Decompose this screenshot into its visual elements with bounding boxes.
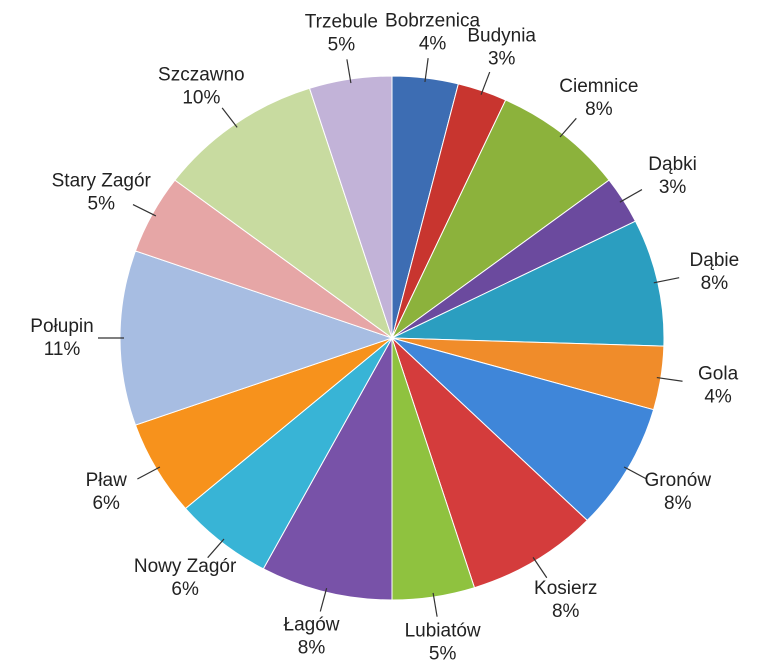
category-label: Dąbki [648,154,697,175]
leader-line [619,189,643,203]
category-label: Trzebule [305,12,378,33]
leader-line [346,59,352,84]
value-label: 5% [429,643,457,664]
value-label: 11% [44,339,81,360]
value-label: 8% [552,601,580,622]
leader-line [132,204,157,217]
category-label: Pław [86,470,127,491]
leader-line [221,107,238,128]
leader-line [559,117,577,138]
value-label: 5% [88,193,116,214]
category-label: Bobrzenica [385,10,480,31]
value-label: 4% [704,386,732,407]
value-label: 8% [701,273,729,294]
value-label: 3% [488,49,516,70]
leader-line [319,588,328,612]
leader-line [432,592,438,617]
category-label: Budynia [467,26,536,47]
category-label: Ciemnice [559,76,638,97]
category-label: Gola [698,363,739,384]
leader-line [532,557,548,579]
category-label: Szczawno [158,65,245,86]
leader-line [653,277,680,284]
value-label: 8% [664,493,692,514]
leader-line [656,376,683,382]
value-label: 3% [659,177,687,198]
category-label: Gronów [645,470,712,491]
category-label: Połupin [30,316,93,337]
value-label: 10% [182,88,220,109]
leader-line [137,466,161,480]
category-label: Lubiatów [405,620,481,641]
value-label: 6% [171,579,199,600]
leader-line [480,71,491,95]
value-label: 4% [419,33,447,54]
value-label: 5% [328,35,356,56]
value-label: 8% [298,638,326,659]
category-label: Dąbie [690,250,740,271]
category-label: Łagów [284,615,340,636]
leader-line [207,538,225,559]
category-label: Kosierz [534,578,597,599]
value-label: 6% [92,493,120,514]
leader-line [623,466,647,480]
value-label: 8% [585,99,613,120]
category-label: Stary Zagór [52,170,152,191]
category-label: Nowy Zagór [134,556,237,577]
leader-line [424,58,429,83]
